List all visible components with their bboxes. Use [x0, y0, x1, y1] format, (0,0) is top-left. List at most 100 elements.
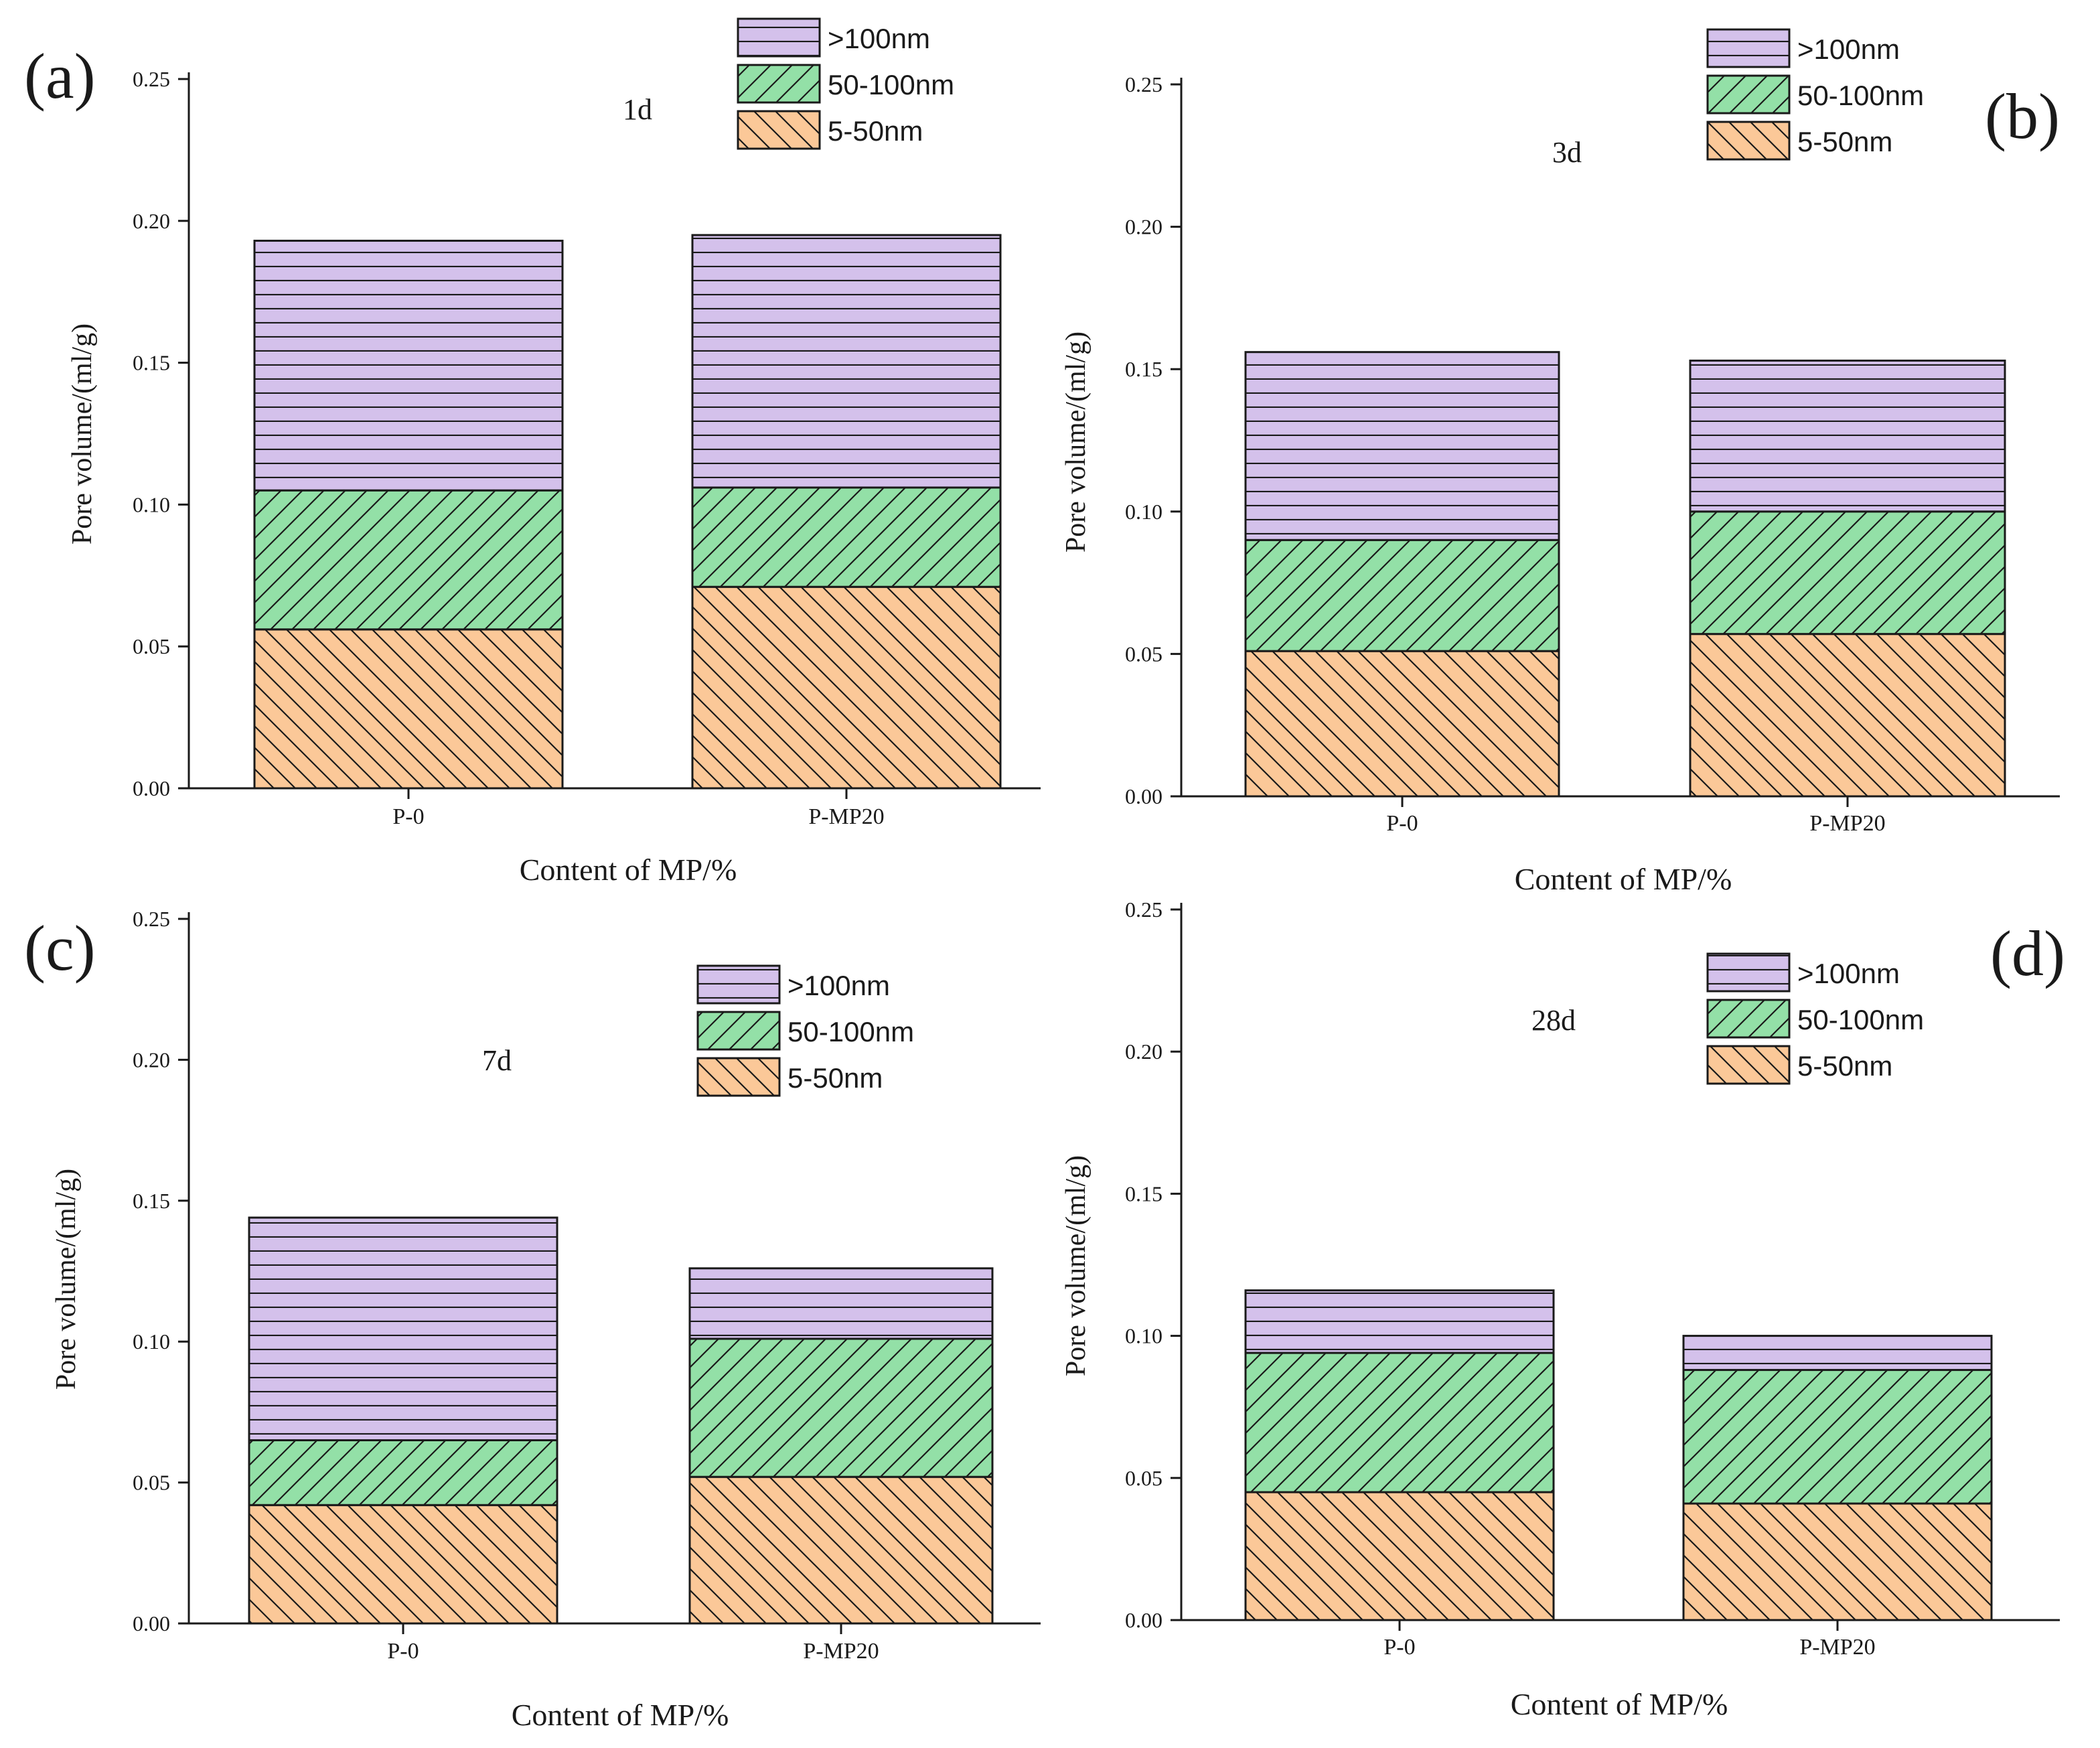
x-tick-label: P-MP20: [803, 1639, 879, 1664]
y-tick-label: 0.05: [1125, 642, 1162, 666]
chart-panel-a: P-0 P-MP20 0.00 0.05 0.10 0.15 0.20 0.25 Pore vo…: [24, 17, 1041, 887]
y-axis-label: Pore volume/(ml/g): [1061, 1155, 1092, 1376]
y-tick-label: 0.25: [133, 67, 170, 91]
legend-label: >100nm: [788, 970, 890, 1001]
x-axis-label: Content of MP/%: [1511, 1687, 1728, 1721]
legend-swatch: [1706, 28, 1791, 68]
bar-segment: [253, 489, 564, 631]
bar-segment: [688, 1337, 994, 1478]
y-tick-label: 0.15: [1125, 357, 1162, 381]
y-tick-label: 0.10: [1125, 500, 1162, 524]
legend-swatch: [737, 17, 821, 58]
legend-swatch: [1706, 121, 1791, 161]
chart-panel-b: P-0 P-MP20 0.00 0.05 0.10 0.15 0.20 0.25 Pore vo…: [1061, 28, 2060, 896]
bar-segment: [248, 1439, 558, 1506]
x-tick-label: P-MP20: [1799, 1635, 1875, 1660]
x-axis-label: Content of MP/%: [512, 1698, 729, 1732]
age-annotation: 7d: [482, 1044, 512, 1077]
chart-panel-c: P-0 P-MP20 0.00 0.05 0.10 0.15 0.20 0.25 Pore vo…: [24, 907, 1041, 1732]
y-tick-label: 0.20: [1125, 1039, 1162, 1064]
bar-segment: [1244, 351, 1560, 541]
bar-segment: [248, 1216, 558, 1441]
y-tick-label: 0.00: [1125, 1608, 1162, 1632]
x-axis-label: Content of MP/%: [520, 853, 737, 887]
legend-label: 5-50nm: [788, 1062, 883, 1094]
bar-segment: [1244, 1289, 1555, 1354]
y-tick-label: 0.15: [133, 1189, 170, 1213]
bar-segment: [691, 585, 1002, 790]
bar-segment: [1682, 1502, 1993, 1621]
y-tick-label: 0.05: [1125, 1466, 1162, 1490]
age-annotation: 1d: [623, 93, 652, 126]
bar-segment: [1682, 1369, 1993, 1505]
bar-segment: [1689, 510, 2006, 636]
legend-label: >100nm: [1797, 33, 1900, 65]
legend: >100nm 50-100nm 5-50nm: [737, 17, 954, 150]
y-tick-label: 0.15: [1125, 1181, 1162, 1206]
y-tick-label: 0.00: [1125, 784, 1162, 808]
legend-label: 5-50nm: [828, 115, 923, 147]
bar-segment: [688, 1475, 994, 1625]
x-axis-label: Content of MP/%: [1515, 862, 1732, 896]
x-tick-label: P-0: [1386, 811, 1418, 836]
y-axis-label: Pore volume/(ml/g): [51, 1169, 82, 1390]
y-tick-label: 0.10: [1125, 1324, 1162, 1348]
y-tick-label: 0.05: [133, 634, 170, 658]
legend-label: >100nm: [828, 23, 930, 54]
x-tick-label: P-MP20: [808, 804, 884, 829]
legend-swatch: [1706, 1045, 1791, 1085]
legend-label: 5-50nm: [1797, 1050, 1892, 1082]
chart-panel-d: P-0 P-MP20 0.00 0.05 0.10 0.15 0.20 0.25 Pore vo…: [1061, 897, 2065, 1721]
legend-label: 50-100nm: [788, 1016, 914, 1047]
x-tick-label: P-0: [387, 1639, 419, 1664]
y-axis-label: Pore volume/(ml/g): [1061, 332, 1092, 553]
x-tick-label: P-0: [392, 804, 424, 829]
legend-label: 50-100nm: [1797, 80, 1924, 111]
y-tick-label: 0.10: [133, 1329, 170, 1354]
x-tick-label: P-MP20: [1809, 811, 1885, 836]
panel-label: (b): [1985, 80, 2060, 152]
bar-segment: [691, 234, 1002, 489]
bar-segment: [1689, 359, 2006, 513]
legend-swatch: [1706, 74, 1791, 115]
y-tick-label: 0.20: [1125, 215, 1162, 239]
panel-label: (c): [24, 912, 96, 984]
bar-segment: [1244, 1352, 1555, 1494]
bar-segment: [253, 239, 564, 492]
bar-segment: [1682, 1335, 1993, 1372]
legend: >100nm 50-100nm 5-50nm: [696, 964, 914, 1097]
y-tick-label: 0.00: [133, 1611, 170, 1635]
bar-segment: [248, 1504, 558, 1625]
legend-swatch: [696, 1057, 781, 1097]
bar-segment: [253, 628, 564, 790]
legend-swatch: [737, 64, 821, 104]
y-axis-label: Pore volume/(ml/g): [67, 323, 98, 544]
y-tick-label: 0.10: [133, 492, 170, 516]
y-tick-label: 0.00: [133, 776, 170, 800]
bar-segment: [688, 1267, 994, 1340]
x-tick-label: P-0: [1383, 1635, 1415, 1660]
legend: >100nm 50-100nm 5-50nm: [1706, 28, 1924, 161]
y-tick-label: 0.25: [133, 907, 170, 931]
y-tick-label: 0.20: [133, 209, 170, 233]
bar-segment: [1244, 1491, 1555, 1621]
y-tick-label: 0.05: [133, 1471, 170, 1495]
legend: >100nm 50-100nm 5-50nm: [1706, 952, 1924, 1085]
y-tick-label: 0.15: [133, 351, 170, 375]
legend-label: 50-100nm: [1797, 1004, 1924, 1035]
legend-label: 5-50nm: [1797, 126, 1892, 157]
bar-segment: [1689, 633, 2006, 798]
legend-swatch: [696, 1011, 781, 1051]
bar-segment: [1244, 650, 1560, 798]
legend-swatch: [737, 110, 821, 150]
bar-segment: [1244, 538, 1560, 652]
legend-swatch: [1706, 952, 1791, 993]
y-tick-label: 0.25: [1125, 72, 1162, 96]
age-annotation: 28d: [1531, 1004, 1576, 1037]
panel-label: (d): [1990, 918, 2065, 989]
legend-label: 50-100nm: [828, 69, 954, 100]
panel-label: (a): [24, 40, 96, 112]
legend-label: >100nm: [1797, 958, 1900, 989]
y-tick-label: 0.25: [1125, 897, 1162, 922]
